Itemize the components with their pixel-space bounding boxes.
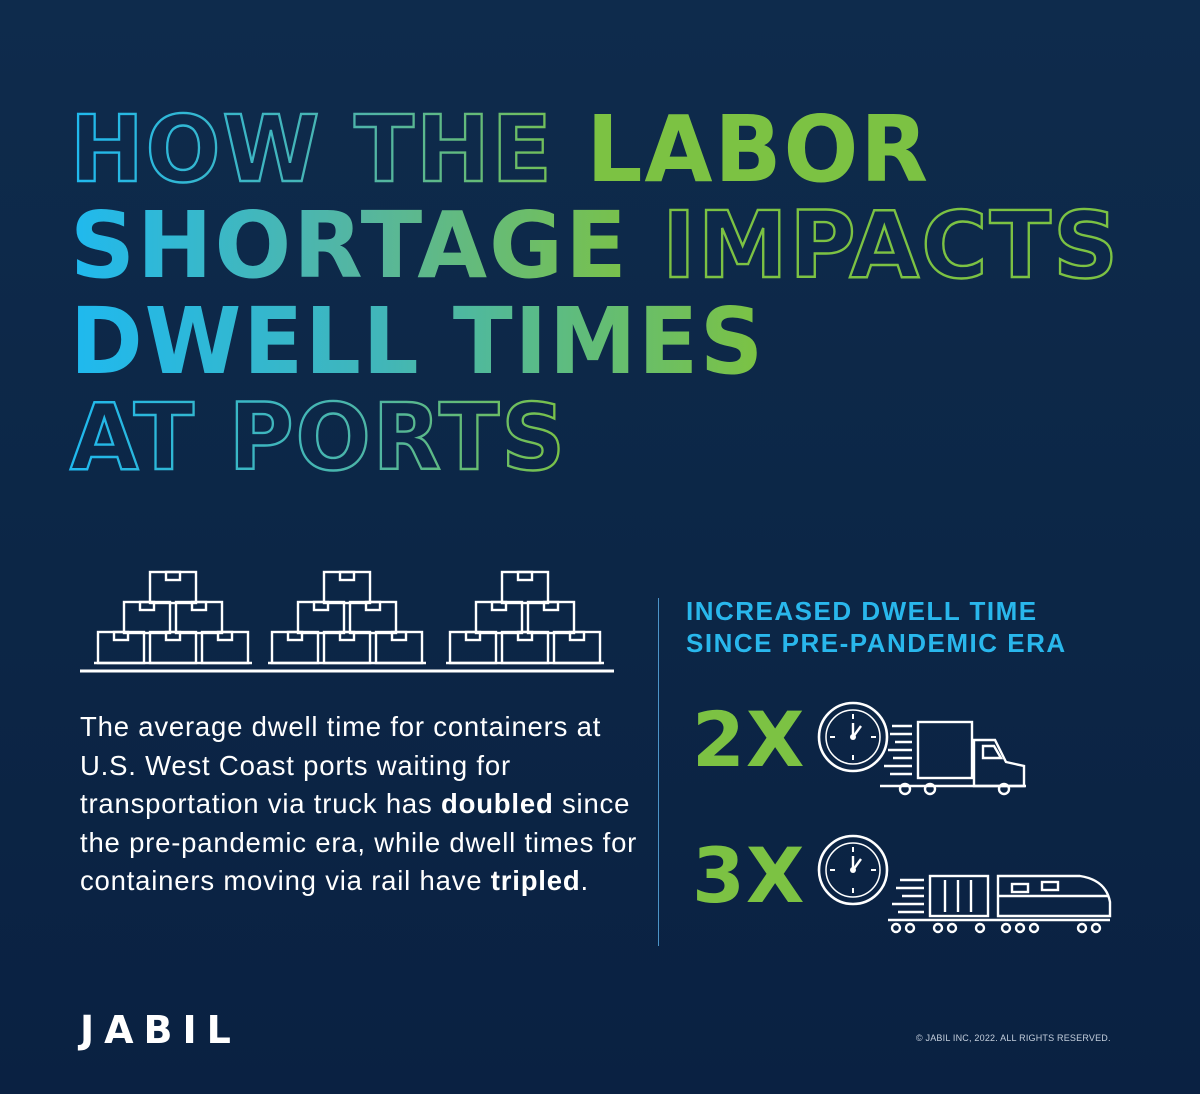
- title-line1-outline: HOW THE: [70, 96, 586, 203]
- body-part2: since the pre-pandemic era, while dwell …: [80, 788, 638, 896]
- truck-multiplier: 2X: [692, 695, 806, 784]
- body-part1: The average dwell time for containers at…: [80, 711, 602, 819]
- copyright-notice: © JABIL INC, 2022. ALL RIGHTS RESERVED.: [916, 1033, 1111, 1043]
- stats-heading: INCREASED DWELL TIME SINCE PRE-PANDEMIC …: [686, 595, 1166, 659]
- stat-icons: [817, 701, 1112, 934]
- stacked-boxes-icon: [92, 0, 606, 665]
- svg-text:DWELL TIMES: DWELL TIMES: [70, 288, 765, 395]
- vertical-divider: [658, 598, 659, 946]
- title-line3-fill: DWELL TIMES: [70, 288, 765, 395]
- stats-heading-line1: INCREASED DWELL TIME: [686, 596, 1038, 626]
- svg-text:SHORTAGE IMPACTS: SHORTAGE IMPACTS: [70, 192, 1120, 299]
- body-bold-doubled: doubled: [441, 788, 554, 819]
- body-bold-tripled: tripled: [490, 865, 581, 896]
- body-part3: .: [580, 865, 589, 896]
- rail-multiplier: 3X: [692, 831, 806, 920]
- headline: HOW THE LABOR SHORTAGE IMPACTS DWELL TIM…: [69, 95, 1120, 492]
- title-line2-outline: IMPACTS: [662, 192, 1120, 299]
- title-line4-outline: AT PORTS: [70, 384, 567, 491]
- svg-text:AT PORTS: AT PORTS: [70, 384, 567, 491]
- title-line2-fill: SHORTAGE: [70, 192, 662, 299]
- body-paragraph: The average dwell time for containers at…: [80, 708, 640, 901]
- title-line1-fill: LABOR: [586, 96, 930, 203]
- stats-heading-line2: SINCE PRE-PANDEMIC ERA: [686, 628, 1067, 658]
- jabil-logo: JABIL: [80, 1008, 241, 1052]
- clock-train-icon: [817, 834, 1112, 934]
- svg-text:HOW THE LABOR: HOW THE LABOR: [70, 96, 930, 203]
- clock-truck-icon: [817, 701, 1026, 796]
